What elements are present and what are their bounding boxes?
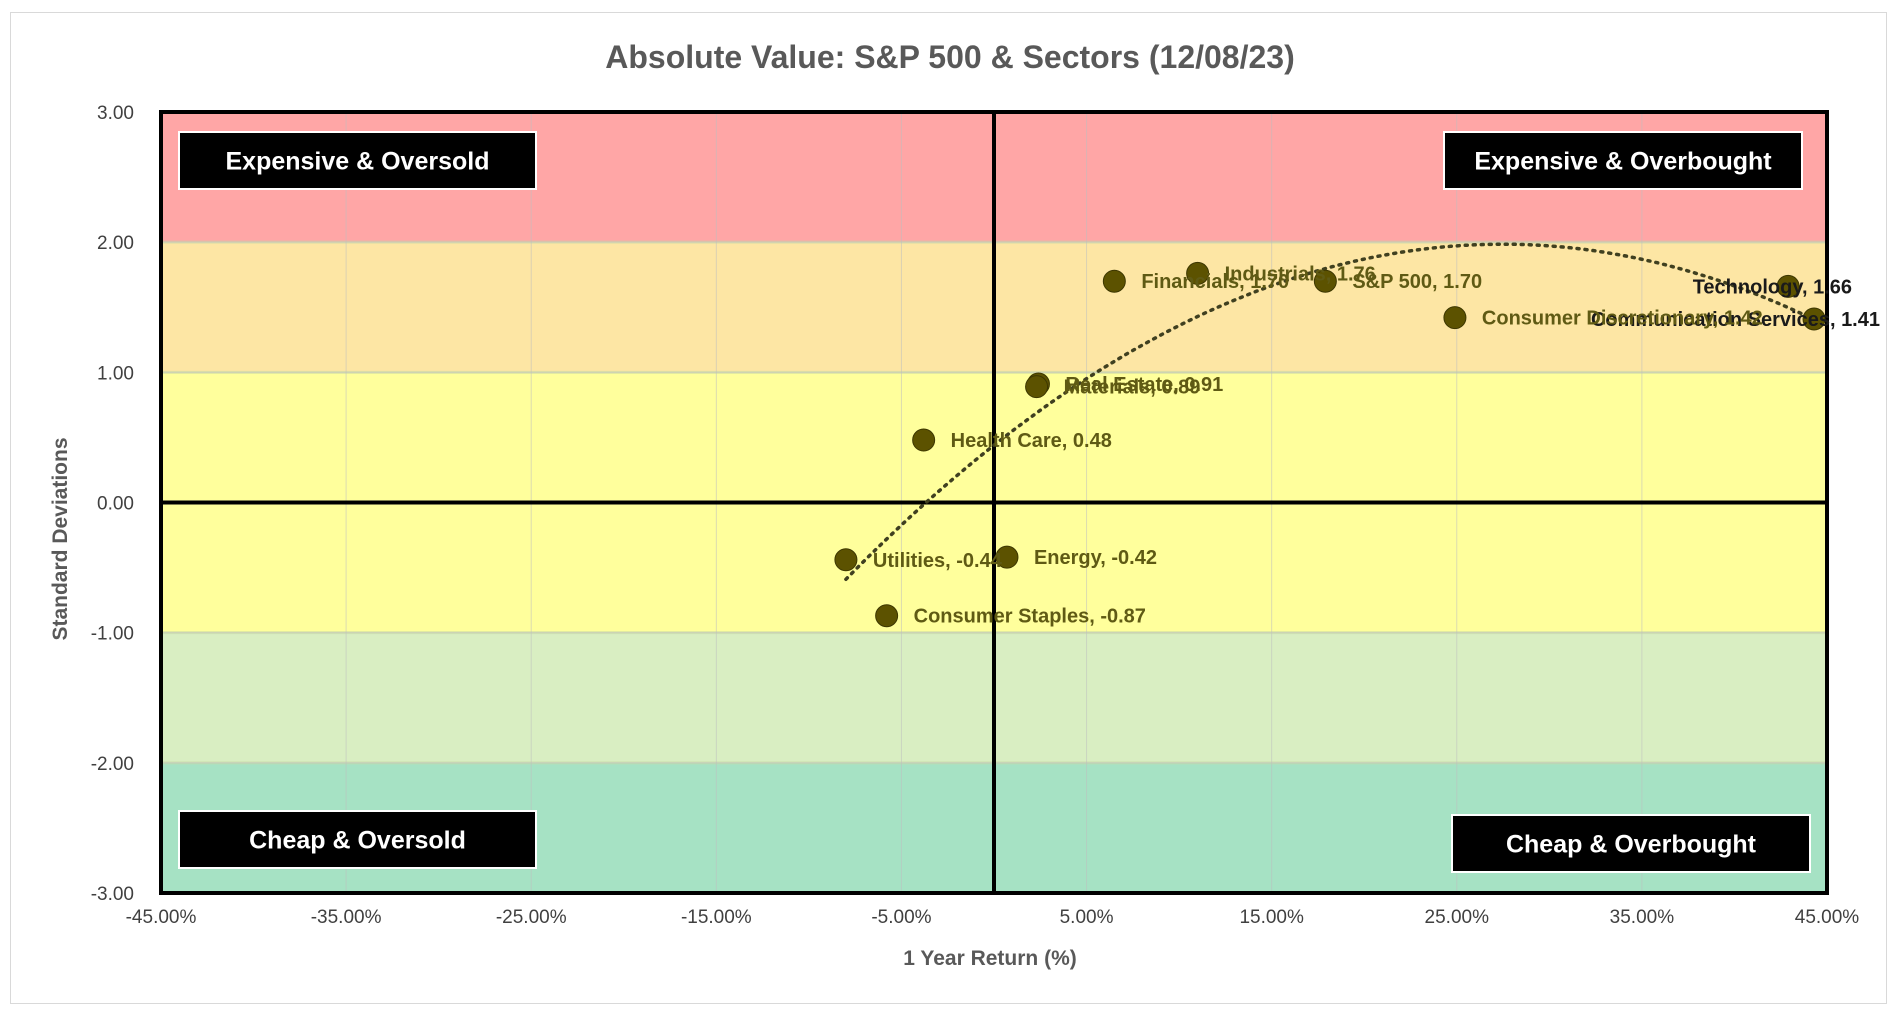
point-label-health-care: Health Care, 0.48 — [951, 430, 1112, 452]
point-label-materials: Materials, 0.89 — [1064, 377, 1201, 399]
y-tick-label: 3.00 — [97, 103, 134, 124]
y-tick-label: -2.00 — [91, 754, 134, 775]
x-axis-title: 1 Year Return (%) — [903, 947, 1077, 970]
point-labels-layer: Technology, 1.66 Communication Services, … — [873, 263, 1880, 627]
point-financials — [1102, 269, 1126, 293]
point-label-financials: Financials, 1.70 — [1141, 271, 1289, 293]
y-tick-label: -3.00 — [91, 884, 134, 905]
quadrant-label-bottom-right: Cheap & Overbought — [1506, 831, 1757, 859]
axes-layer: -45.00% -35.00% -25.00% -15.00% -5.00% 5.00% 1… — [91, 103, 1860, 928]
point-label-s-p-500: S&P 500, 1.70 — [1352, 271, 1482, 293]
point-label-consumer-discretionary: Consumer Discretionary, 1.42 — [1482, 308, 1763, 330]
quadrant-label-top-left: Expensive & Oversold — [225, 148, 489, 176]
point-utilities — [834, 548, 858, 572]
point-label-real-estate: Real Estate, 0.91 — [1065, 374, 1223, 396]
point-technology — [1776, 274, 1800, 298]
trendline-layer — [844, 242, 1816, 582]
chart-title: Absolute Value: S&P 500 & Sectors (12/08… — [605, 39, 1294, 75]
x-tick-label: -35.00% — [311, 907, 382, 928]
point-health-care — [912, 428, 936, 452]
point-label-industrials: Industrials, 1.76 — [1225, 263, 1376, 285]
point-label-communication-services: Communication Services, 1.41 — [1591, 309, 1880, 331]
point-consumer-staples — [875, 604, 899, 628]
x-tick-label: 35.00% — [1610, 907, 1675, 928]
x-tick-label: 15.00% — [1239, 907, 1304, 928]
y-axis-title: Standard Deviations — [49, 437, 72, 640]
point-label-consumer-staples: Consumer Staples, -0.87 — [914, 606, 1146, 628]
y-tick-label: 1.00 — [97, 363, 134, 384]
y-tick-label: 2.00 — [97, 233, 134, 254]
quadrant-label-bottom-left: Cheap & Oversold — [249, 827, 466, 855]
trendline — [844, 242, 1816, 582]
point-energy — [995, 545, 1019, 569]
quadrant-label-box-bottom-left — [178, 810, 537, 869]
point-industrials — [1186, 261, 1210, 285]
y-tick-label: -1.00 — [91, 624, 134, 645]
point-communication-services — [1802, 307, 1826, 331]
point-label-technology: Technology, 1.66 — [1693, 276, 1852, 298]
x-tick-label: 25.00% — [1425, 907, 1490, 928]
quadrant-label-box-top-right — [1443, 131, 1803, 190]
quadrant-label-box-bottom-right — [1451, 814, 1811, 873]
point-label-utilities: Utilities, -0.44 — [873, 550, 1003, 572]
point-materials — [1025, 375, 1049, 399]
x-tick-label: -5.00% — [871, 907, 931, 928]
quadrant-labels-layer: Expensive & Oversold Expensive & Overboug… — [178, 131, 1811, 873]
x-tick-label: 45.00% — [1795, 907, 1860, 928]
x-tick-label: -25.00% — [496, 907, 567, 928]
x-tick-label: -45.00% — [126, 907, 197, 928]
x-tick-label: -15.00% — [681, 907, 752, 928]
y-tick-label: 0.00 — [97, 494, 134, 515]
point-consumer-discretionary — [1443, 306, 1467, 330]
quadrant-label-box-top-left — [178, 131, 537, 190]
x-tick-label: 5.00% — [1060, 907, 1114, 928]
point-s-p-500 — [1313, 269, 1337, 293]
point-label-energy: Energy, -0.42 — [1034, 547, 1157, 569]
quadrant-label-top-right: Expensive & Overbought — [1474, 148, 1772, 176]
points-layer — [834, 261, 1826, 628]
